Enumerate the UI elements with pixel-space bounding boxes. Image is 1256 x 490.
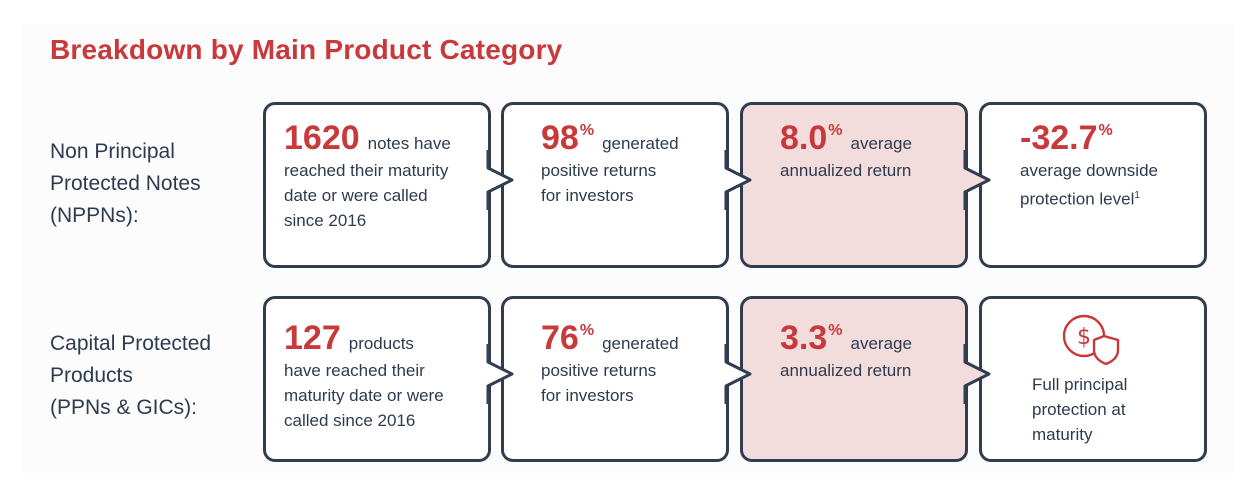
stat-line-with-footnote: protection level1	[1020, 183, 1158, 212]
stat-value: 76	[541, 319, 579, 357]
stat-line: since 2016	[284, 211, 367, 230]
stat-text-products-matured: 127 products have reached their maturity …	[284, 318, 444, 433]
stat-line: for investors	[541, 386, 634, 405]
stat-line: have reached their	[284, 361, 425, 380]
stat-value: 8.0	[780, 119, 828, 157]
stat-line: called since 2016	[284, 411, 416, 430]
row-label-line: (NPPNs):	[50, 204, 139, 227]
row-label-line: Products	[50, 364, 133, 387]
stat-line: protection at	[1032, 400, 1126, 419]
stat-text-downside-protection: -32.7% average downside protection level…	[1020, 118, 1158, 212]
stat-text-positive-returns: 76% generated positive returns for invest…	[541, 318, 679, 408]
row-label-line: Protected Notes	[50, 172, 201, 195]
row-label-line: (PPNs & GICs):	[50, 396, 198, 419]
stat-text-principal-protection: Full principal protection at maturity	[1032, 372, 1127, 447]
row-label-capital-protected: Capital Protected Products (PPNs & GICs)…	[50, 328, 211, 424]
stat-caption: notes have	[367, 134, 451, 153]
stat-line: Full principal	[1032, 375, 1128, 394]
stat-text-notes-matured: 1620 notes have reached their maturity da…	[284, 118, 451, 233]
percent-sign: %	[828, 322, 843, 339]
chevron-arrow	[963, 150, 991, 210]
chevron-arrow	[486, 150, 514, 210]
page-title: Breakdown by Main Product Category	[50, 34, 563, 65]
stat-text-positive-returns: 98% generated positive returns for invest…	[541, 118, 679, 208]
stat-line: positive returns	[541, 161, 657, 180]
stat-value: 127	[284, 319, 341, 357]
percent-sign: %	[579, 122, 595, 139]
stat-line: average downside	[1020, 161, 1158, 180]
stat-card-principal-protection	[979, 296, 1207, 462]
dollar-shield-icon: $	[1062, 314, 1120, 366]
stat-line: reached their maturity	[284, 161, 449, 180]
row-label-line: Non Principal	[50, 140, 175, 163]
stat-line: protection level	[1020, 189, 1135, 209]
row-label-nppns: Non Principal Protected Notes (NPPNs):	[50, 136, 201, 232]
stat-line: maturity	[1032, 425, 1093, 444]
stat-line: annualized return	[780, 161, 912, 180]
stat-card-notes-matured	[263, 102, 491, 268]
stat-line: date or were called	[284, 186, 428, 205]
stat-card-annualized-return	[740, 102, 968, 268]
stat-value: 1620	[284, 119, 360, 157]
stat-caption: generated	[602, 134, 679, 153]
stat-caption: generated	[602, 334, 679, 353]
chevron-arrow	[724, 150, 752, 210]
svg-text:$: $	[1077, 325, 1091, 350]
stat-line: positive returns	[541, 361, 657, 380]
stat-value: 98	[541, 119, 579, 157]
stat-value: 3.3	[780, 319, 828, 357]
stat-text-annualized-return: 3.3% average annualized return	[780, 318, 912, 383]
percent-sign: %	[1098, 122, 1113, 139]
percent-sign: %	[579, 322, 595, 339]
stat-card-positive-returns	[501, 102, 729, 268]
chevron-arrow	[963, 344, 991, 404]
stat-line: for investors	[541, 186, 634, 205]
stat-line: annualized return	[780, 361, 912, 380]
row-label-line: Capital Protected	[50, 332, 212, 355]
footnote-marker: 1	[1134, 190, 1140, 201]
stat-value: -32.7	[1020, 119, 1098, 157]
stat-caption: average	[850, 134, 912, 153]
stat-caption: products	[348, 334, 414, 353]
stat-caption: average	[850, 334, 912, 353]
stat-line: maturity date or were	[284, 386, 444, 405]
stat-card-products-matured	[263, 296, 491, 462]
chevron-arrow	[724, 344, 752, 404]
chevron-arrow	[486, 344, 514, 404]
stat-text-annualized-return: 8.0% average annualized return	[780, 118, 912, 183]
percent-sign: %	[828, 122, 843, 139]
